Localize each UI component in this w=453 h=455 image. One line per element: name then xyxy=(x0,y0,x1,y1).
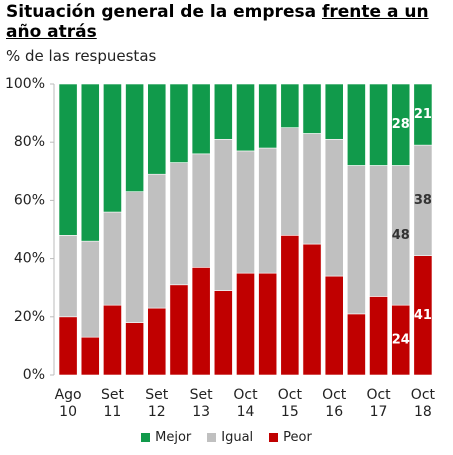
bar-segment xyxy=(125,322,145,376)
data-label: 48 xyxy=(392,228,410,243)
y-tick-label: 100% xyxy=(5,76,45,92)
bar-segment xyxy=(80,240,100,338)
bar-segment xyxy=(80,336,100,376)
bar-segment xyxy=(58,83,78,236)
title-text: Situación general de la empresa xyxy=(6,2,317,22)
bar-segment xyxy=(391,83,411,166)
x-tick-label: Oct 18 xyxy=(410,387,436,420)
bar-segment xyxy=(280,235,300,376)
bar-segment xyxy=(147,83,167,175)
data-label: 38 xyxy=(414,193,432,208)
bar-segment xyxy=(302,133,322,245)
bar-segment xyxy=(80,83,100,242)
bar-segment xyxy=(103,211,122,306)
bar-segment xyxy=(413,83,433,146)
bar-segment xyxy=(280,127,300,236)
bar-segment xyxy=(302,83,322,134)
bar-segment xyxy=(324,83,344,140)
bar-segment xyxy=(369,165,388,297)
x-tick-label: Oct 17 xyxy=(366,387,391,420)
x-tick-label: Set 12 xyxy=(145,387,169,420)
bar-segment xyxy=(213,290,233,376)
bar-segment xyxy=(103,304,122,376)
data-label: 24 xyxy=(392,333,410,348)
bar-segment xyxy=(147,307,167,376)
x-tick-label: Oct 14 xyxy=(233,387,258,420)
bar-segment xyxy=(213,138,233,291)
bar-segment xyxy=(346,83,366,166)
bar-segment xyxy=(169,284,189,376)
bar-segment xyxy=(324,275,344,376)
bar-segment xyxy=(302,243,322,376)
bar-segment xyxy=(258,83,278,149)
legend-label: Mejor xyxy=(155,430,192,445)
bar-segment xyxy=(258,272,278,376)
bar-segment xyxy=(369,296,388,376)
legend-item: Peor xyxy=(269,430,312,445)
bar-segment xyxy=(125,191,145,323)
chart-title: Situación general de la empresa frente a… xyxy=(6,2,446,42)
bar-segment xyxy=(324,138,344,277)
bar-segment xyxy=(213,83,233,140)
legend-item: Mejor xyxy=(141,430,191,445)
bar-segment xyxy=(191,267,211,376)
legend-label: Peor xyxy=(283,430,312,445)
bar-segment xyxy=(346,313,366,376)
legend-label: Igual xyxy=(221,430,254,445)
bar-segment xyxy=(125,83,145,192)
data-label: 21 xyxy=(414,107,432,122)
bar-segment xyxy=(103,83,122,213)
bar-segment xyxy=(369,83,388,166)
legend: Mejor Igual Peor xyxy=(0,430,453,445)
bar-segment xyxy=(236,83,255,152)
x-tick-label: Ago 10 xyxy=(54,387,82,420)
legend-swatch xyxy=(269,433,279,442)
bar-segment xyxy=(169,83,189,163)
x-tick-label: Oct 16 xyxy=(322,387,347,420)
x-tick-label: Set 11 xyxy=(100,387,124,420)
bar-segment xyxy=(236,150,255,274)
y-tick-label: 40% xyxy=(14,251,45,267)
legend-swatch xyxy=(141,433,151,442)
bar-segment xyxy=(147,173,167,309)
y-tick-label: 80% xyxy=(14,134,45,150)
bar-segment xyxy=(191,153,211,268)
title-underlined: frente a un año atrás xyxy=(6,2,429,42)
y-tick-label: 0% xyxy=(23,367,45,383)
chart-subtitle: % de las respuestas xyxy=(6,47,157,65)
bar-segment xyxy=(58,235,78,318)
legend-swatch xyxy=(207,433,217,442)
bar-segment xyxy=(346,165,366,315)
legend-item: Igual xyxy=(207,430,253,445)
bar-segment xyxy=(169,162,189,286)
bar-segment xyxy=(191,83,211,155)
x-tick-label: Set 13 xyxy=(189,387,213,420)
bar-segment xyxy=(58,316,78,376)
bar-segment xyxy=(236,272,255,376)
y-tick-label: 20% xyxy=(14,309,45,325)
data-label: 41 xyxy=(414,308,432,323)
data-label: 28 xyxy=(392,117,410,132)
bar-segment xyxy=(280,83,300,128)
bar-segment xyxy=(258,147,278,274)
y-tick-label: 60% xyxy=(14,192,45,208)
x-tick-label: Oct 15 xyxy=(277,387,302,420)
